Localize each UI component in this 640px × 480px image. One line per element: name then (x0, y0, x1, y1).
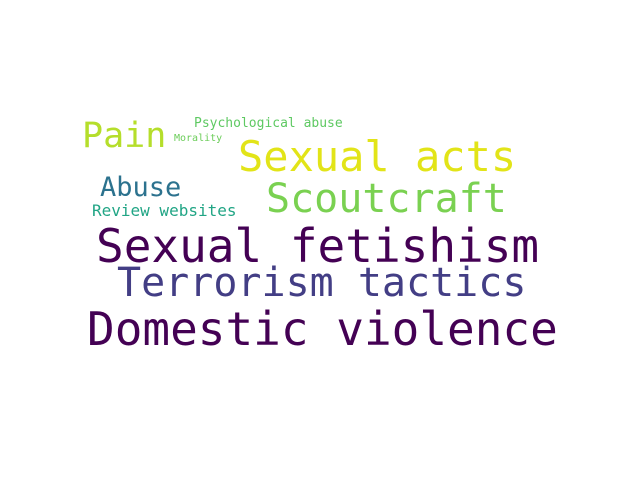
word-sexual-acts: Sexual acts (238, 132, 517, 181)
word-pain: Pain (82, 116, 167, 156)
word-terrorism-tactics: Terrorism tactics (117, 260, 527, 306)
word-domestic-violence: Domestic violence (87, 302, 558, 356)
word-sexual-fetishism: Sexual fetishism (96, 219, 540, 273)
word-review-websites: Review websites (92, 201, 237, 220)
word-psychological-abuse: Psychological abuse (194, 116, 343, 131)
word-scoutcraft: Scoutcraft (266, 176, 507, 222)
word-abuse: Abuse (100, 172, 182, 203)
word-morality: Morality (174, 133, 223, 144)
